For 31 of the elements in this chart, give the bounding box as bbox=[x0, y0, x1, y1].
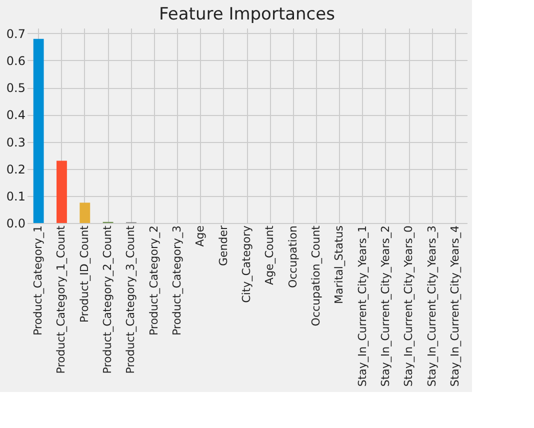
bar bbox=[33, 38, 44, 223]
y-tick-label: 0.4 bbox=[6, 108, 26, 122]
y-tick-label: 0.5 bbox=[6, 81, 26, 96]
x-tick-label: Product_Category_2 bbox=[147, 226, 160, 336]
x-tick-label: City_Category bbox=[240, 225, 253, 303]
x-tick-label: Age_Count bbox=[263, 224, 276, 285]
x-tick-label: Occupation_Count bbox=[309, 224, 322, 326]
y-tick-label: 0.3 bbox=[6, 135, 26, 150]
x-tick-label: Gender bbox=[216, 225, 230, 266]
y-tick-label: 0.7 bbox=[6, 26, 26, 41]
y-tick-label: 0.6 bbox=[6, 54, 26, 68]
x-tick-label: Product_Category_1 bbox=[32, 226, 45, 336]
x-tick-label: Stay_In_Current_City_Years_4 bbox=[448, 226, 462, 387]
x-tick-label: Occupation bbox=[286, 225, 300, 288]
x-tick-label: Product_Category_2_Count bbox=[101, 224, 114, 374]
x-tick-label: Marital_Status bbox=[332, 225, 346, 304]
y-tick-label: 0.1 bbox=[6, 189, 26, 204]
x-tick-label: Stay_In_Current_City_Years_2 bbox=[378, 226, 392, 387]
bar bbox=[56, 160, 67, 223]
x-tick-label: Age bbox=[194, 225, 207, 247]
chart-title: Feature Importances bbox=[159, 4, 336, 24]
x-tick-label: Product_Category_3_Count bbox=[124, 224, 138, 374]
x-tick-label: Stay_In_Current_City_Years_3 bbox=[425, 226, 438, 387]
x-tick-label: Product_Category_1_Count bbox=[54, 224, 68, 374]
y-tick-label: 0.2 bbox=[6, 162, 26, 176]
y-tick-label: 0.0 bbox=[6, 216, 26, 230]
x-tick-label: Stay_In_Current_City_Years_1 bbox=[356, 226, 369, 387]
x-tick-label: Product_ID_Count bbox=[78, 224, 91, 323]
x-tick-label: Stay_In_Current_City_Years_0 bbox=[402, 226, 416, 387]
bar bbox=[80, 202, 90, 223]
x-tick-label: Product_Category_3 bbox=[170, 226, 184, 336]
